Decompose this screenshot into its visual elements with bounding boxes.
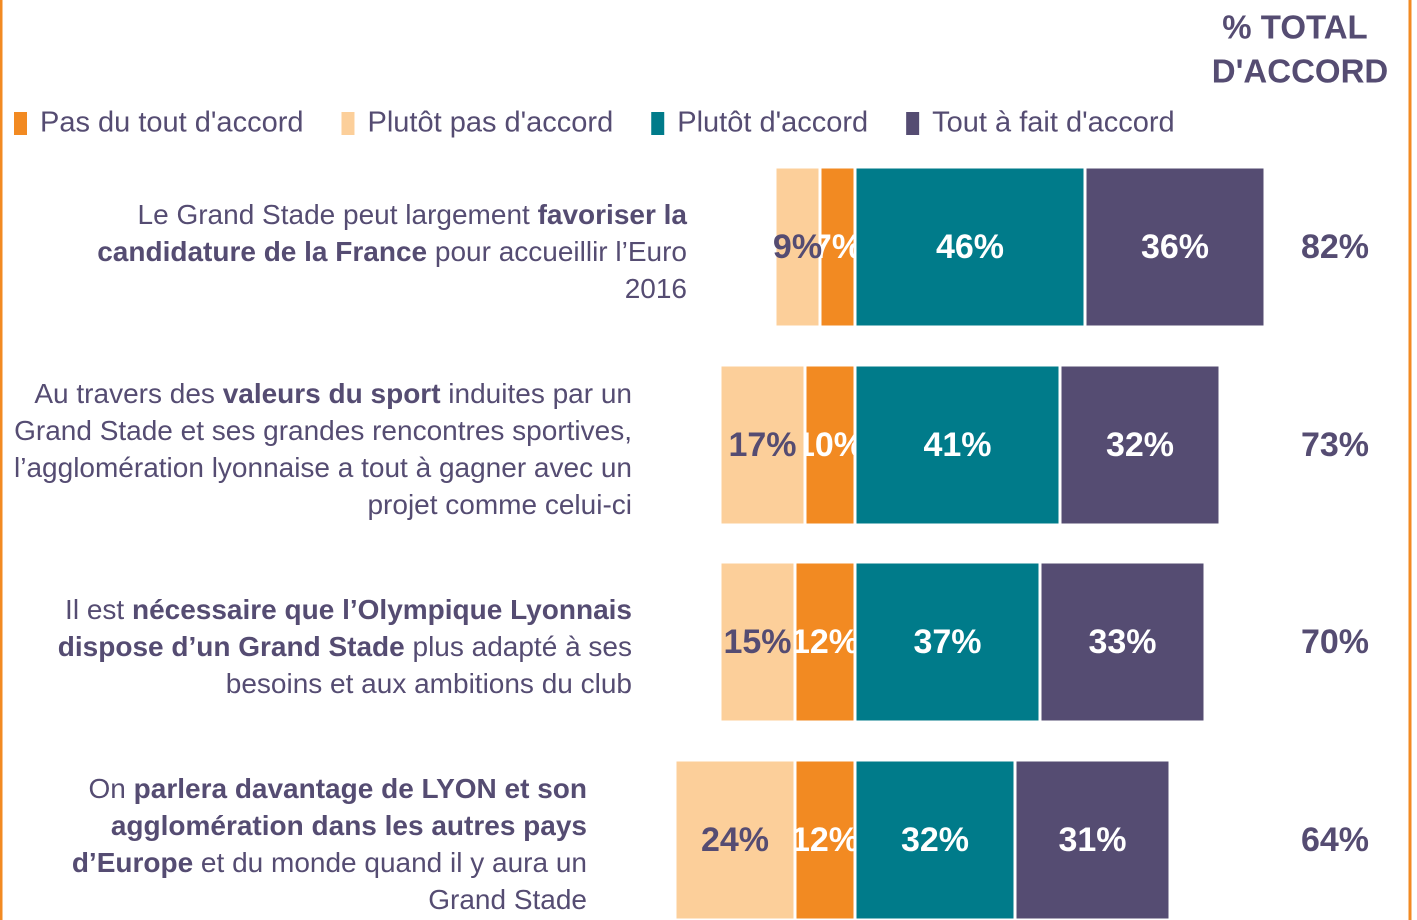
category-text: favoriser la candidature de la France: [97, 198, 687, 267]
value-label: 32%: [1106, 426, 1174, 464]
bar-segment: [853, 363, 1062, 527]
category-text: Il est: [65, 593, 132, 625]
value-label: 9%: [773, 228, 822, 266]
value-label: 15%: [723, 623, 791, 661]
category-text: Le Grand Stade peut largement: [137, 198, 538, 230]
category-label: Au travers des valeurs du sport induites…: [0, 375, 632, 523]
category-text: et du monde quand il y aura un Grand Sta…: [193, 847, 587, 915]
value-label: 31%: [1058, 821, 1126, 859]
category-text: parlera davantage de LYON et son agglomé…: [71, 773, 587, 878]
bar-segment: [853, 758, 1017, 920]
total-label: 64%: [1301, 821, 1369, 859]
category-text: induites par un Grand Stade et ses grand…: [14, 378, 632, 520]
bar-segment: [718, 363, 807, 527]
bar-segment: [803, 363, 857, 527]
legend-swatch: [906, 112, 920, 135]
bar-segment: [1038, 560, 1207, 724]
bar-segment: [673, 758, 797, 920]
legend-label: Plutôt pas d'accord: [367, 107, 613, 139]
category-text: Au travers des: [34, 378, 223, 409]
bar-segment: [773, 165, 822, 329]
value-label: 37%: [913, 623, 981, 661]
value-label: 12%: [791, 623, 859, 661]
value-label: 24%: [701, 821, 769, 859]
total-label: 82%: [1301, 228, 1369, 266]
legend-label: Tout à fait d'accord: [932, 107, 1175, 139]
total-header: D'ACCORD: [1212, 53, 1389, 90]
category-text: nécessaire que l’Olympique Lyonnais disp…: [57, 593, 632, 662]
value-label: 41%: [923, 426, 991, 464]
value-label: 46%: [936, 228, 1004, 266]
bar-segment: [1083, 165, 1267, 329]
value-label: 12%: [791, 821, 859, 859]
value-label: 10%: [796, 426, 864, 464]
legend-swatch: [651, 112, 665, 135]
category-label: Il est nécessaire que l’Olympique Lyonna…: [0, 591, 632, 702]
bar-segment: [718, 560, 797, 724]
value-label: 32%: [901, 821, 969, 859]
category-text: pour accueillir l’Euro 2016: [427, 235, 687, 304]
total-label: 70%: [1301, 623, 1369, 661]
total-label: 73%: [1301, 426, 1369, 464]
bar-segment: [1013, 758, 1172, 920]
legend-swatch: [14, 112, 27, 135]
category-label: Le Grand Stade peut largement favoriser …: [67, 196, 687, 307]
value-label: 36%: [1141, 228, 1209, 266]
category-text: plus adapté à ses besoins et aux ambitio…: [225, 630, 632, 699]
category-text: On: [88, 773, 134, 804]
category-text: valeurs du sport: [222, 378, 441, 409]
value-label: 17%: [728, 426, 796, 464]
legend-swatch: [341, 112, 355, 135]
bar-segment: [1058, 363, 1222, 527]
category-label: On parlera davantage de LYON et son aggl…: [7, 770, 587, 918]
legend-label: Plutôt d'accord: [677, 107, 868, 139]
legend-label: Pas du tout d'accord: [40, 107, 303, 139]
total-header: % TOTAL: [1222, 9, 1367, 46]
value-label: 33%: [1088, 623, 1156, 661]
